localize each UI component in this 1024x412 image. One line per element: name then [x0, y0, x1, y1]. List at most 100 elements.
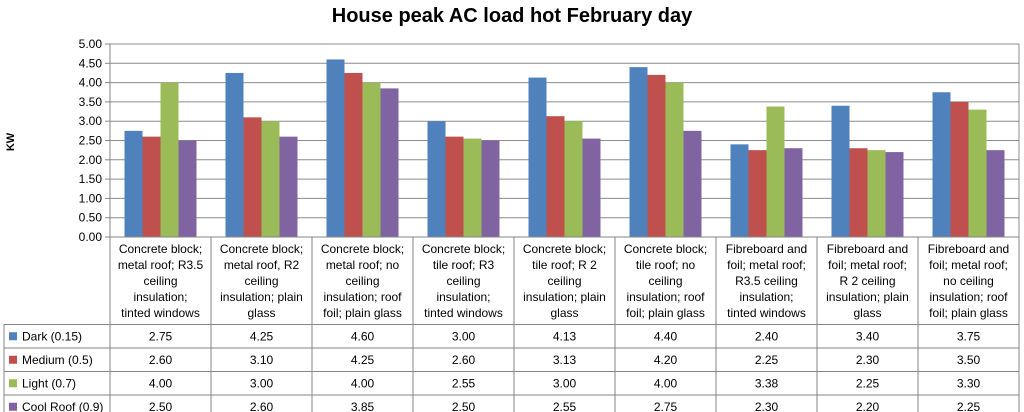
series-label: Medium (0.5): [22, 353, 93, 367]
bar: [279, 136, 298, 237]
bar: [481, 140, 500, 237]
data-label: 4.60: [351, 329, 375, 343]
y-tick-label: 3.00: [79, 114, 103, 128]
bar: [142, 136, 161, 237]
bar: [831, 105, 850, 237]
data-label: 4.00: [149, 376, 173, 390]
data-label: 2.50: [452, 400, 476, 412]
bar: [950, 101, 969, 238]
series-label: Light (0.7): [22, 376, 76, 390]
data-label: 2.55: [452, 376, 476, 390]
data-label: 3.00: [250, 376, 274, 390]
bar: [344, 72, 363, 237]
y-tick-label: 3.50: [79, 95, 103, 109]
bar: [629, 67, 648, 237]
chart-title: House peak AC load hot February day: [332, 5, 693, 27]
category-label: Concrete block; metal roof; R3.5 ceiling in…: [118, 242, 204, 320]
bar: [225, 72, 244, 237]
data-table: Concrete block; metal roof; R3.5 ceiling in…: [3, 236, 1020, 412]
y-tick-label: 4.00: [79, 76, 103, 90]
bar: [564, 121, 583, 237]
data-label: 2.30: [856, 353, 880, 367]
y-tick-label: 0.00: [79, 230, 103, 244]
data-label: 3.85: [351, 400, 375, 412]
bar: [986, 150, 1005, 237]
data-label: 2.60: [452, 353, 476, 367]
data-label: 3.50: [957, 353, 981, 367]
bar: [160, 82, 179, 237]
legend-swatch: [9, 379, 17, 388]
data-label: 2.25: [957, 400, 981, 412]
data-label: 3.75: [957, 329, 981, 343]
bar: [748, 150, 767, 237]
y-tick-label: 4.50: [79, 56, 103, 70]
data-label: 2.25: [856, 376, 880, 390]
y-tick-label: 2.00: [79, 153, 103, 167]
series-label: Dark (0.15): [22, 329, 82, 343]
y-tick-label: 0.50: [79, 211, 103, 225]
bar: [178, 140, 197, 237]
data-label: 3.00: [553, 376, 577, 390]
bar: [546, 116, 565, 237]
bar: [766, 106, 785, 237]
bar: [427, 121, 446, 237]
data-label: 4.25: [250, 329, 274, 343]
data-label: 2.75: [149, 329, 173, 343]
data-label: 2.20: [856, 400, 880, 412]
data-label: 4.20: [654, 353, 678, 367]
y-axis-ticks: 0.00 0.50 1.00 1.50 2.00 2.50 3.00 3.50 4.00 4.50…: [79, 37, 110, 244]
legend-swatch: [9, 402, 17, 411]
category-label: Concrete block; metal roof; no ceiling insu…: [321, 242, 404, 320]
bar: [124, 130, 143, 237]
bar: [932, 92, 951, 237]
data-label: 2.30: [755, 400, 779, 412]
data-label: 2.60: [149, 353, 173, 367]
category-label: Concrete block; tile roof; R3 ceiling insul…: [422, 242, 505, 320]
y-axis-label: KW: [5, 132, 17, 151]
data-label: 3.38: [755, 376, 779, 390]
data-label: 2.40: [755, 329, 779, 343]
data-label: 4.25: [351, 353, 375, 367]
bar: [867, 150, 886, 237]
category-label: Fibreboard and foil; metal roof; R3.5 ceil…: [726, 242, 807, 320]
data-label: 4.00: [351, 376, 375, 390]
legend-swatch: [9, 332, 17, 341]
y-tick-label: 2.50: [79, 134, 103, 148]
data-label: 4.13: [553, 329, 577, 343]
data-label: 2.55: [553, 400, 577, 412]
data-label: 4.00: [654, 376, 678, 390]
bar: [683, 130, 702, 237]
bar: [730, 144, 749, 237]
bar: [445, 136, 464, 237]
bar: [665, 82, 684, 237]
data-label: 2.60: [250, 400, 274, 412]
y-tick-label: 5.00: [79, 37, 103, 51]
bar: [380, 88, 399, 237]
bar: [849, 148, 868, 237]
data-label: 3.13: [553, 353, 577, 367]
bar: [528, 77, 547, 237]
data-label: 3.00: [452, 329, 476, 343]
category-label: Concrete block; tile roof; R 2 ceiling insu…: [523, 242, 606, 320]
bar: [885, 152, 904, 237]
y-tick-label: 1.50: [79, 172, 103, 186]
data-label: 2.25: [755, 353, 779, 367]
bar: [261, 121, 280, 237]
bar: [326, 59, 345, 237]
data-label: 3.40: [856, 329, 880, 343]
bars: [124, 59, 1005, 238]
bar: [968, 109, 987, 237]
data-label: 4.40: [654, 329, 678, 343]
data-label: 3.30: [957, 376, 981, 390]
bar: [463, 138, 482, 237]
data-label: 2.75: [654, 400, 678, 412]
category-label: Fibreboard and foil; metal roof; R 2 ceili…: [826, 242, 909, 320]
category-label: Concrete block; tile roof; no ceiling insul…: [624, 242, 707, 320]
series-label: Cool Roof (0.9): [22, 400, 103, 412]
category-label: Fibreboard and foil; metal roof; no ceilin…: [928, 242, 1009, 320]
bar: [243, 117, 262, 237]
data-label: 2.50: [149, 400, 173, 412]
y-tick-label: 1.00: [79, 191, 103, 205]
bar: [582, 138, 601, 237]
